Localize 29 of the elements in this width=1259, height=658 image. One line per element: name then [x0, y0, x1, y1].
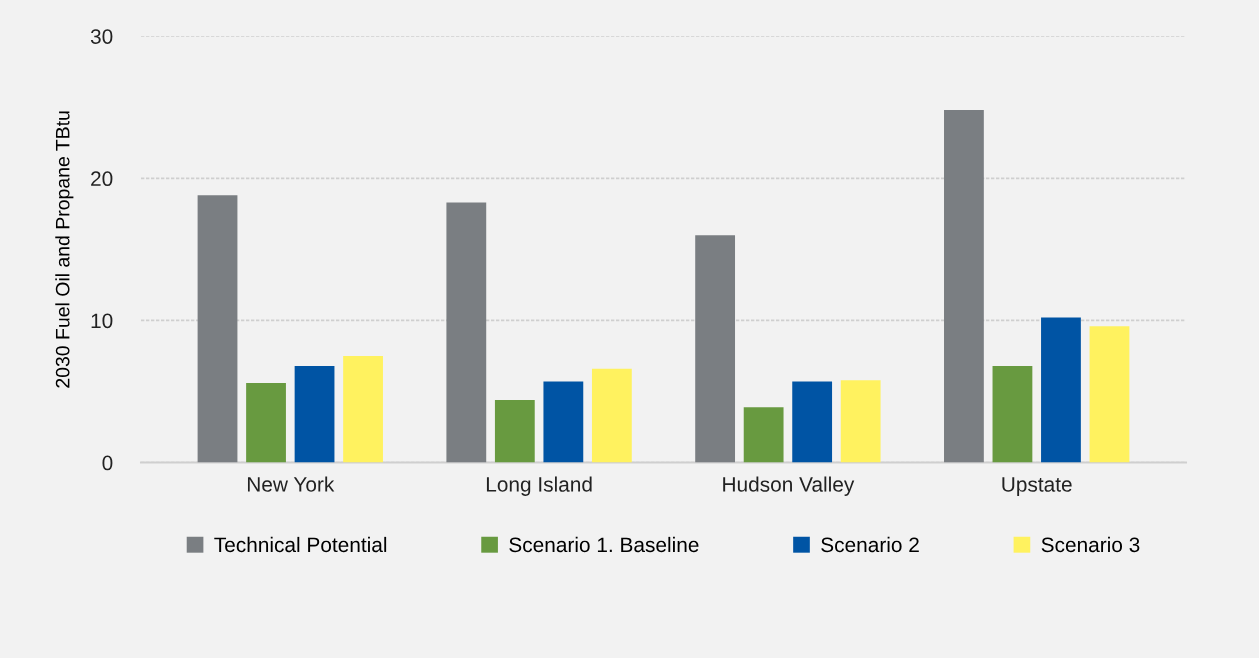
x-tick-label: New York: [247, 476, 335, 492]
bar: [343, 355, 383, 463]
bar: [1089, 326, 1130, 463]
bar: [695, 235, 736, 463]
bar: [543, 381, 584, 463]
bar: [246, 382, 286, 463]
y-tick-label: 30: [90, 29, 113, 44]
bar: [294, 365, 335, 463]
legend-label: Technical Potential: [214, 536, 387, 553]
x-tick-label: Upstate: [1002, 477, 1072, 496]
legend-label: Scenario 2: [821, 536, 919, 553]
bar: [197, 195, 238, 463]
y-axis-title: 2030 Fuel Oil and Propane TBtu: [55, 111, 74, 388]
bar: [1041, 317, 1081, 463]
legend-label: Scenario 1. Baseline: [509, 536, 699, 553]
y-tick-label: 20: [91, 171, 113, 187]
bar: [494, 400, 535, 463]
bar: [944, 110, 984, 463]
bar: [743, 407, 784, 463]
y-tick-label: 0: [102, 455, 113, 471]
x-tick-label: Long Island: [486, 476, 592, 496]
bar: [792, 381, 833, 463]
bar: [591, 368, 632, 463]
bar: [992, 365, 1033, 463]
y-tick-label: 10: [91, 313, 113, 329]
bar: [840, 380, 881, 463]
legend-label: Scenario 3: [1041, 536, 1140, 553]
bar: [446, 202, 487, 463]
x-tick-label: Hudson Valley: [723, 476, 855, 496]
